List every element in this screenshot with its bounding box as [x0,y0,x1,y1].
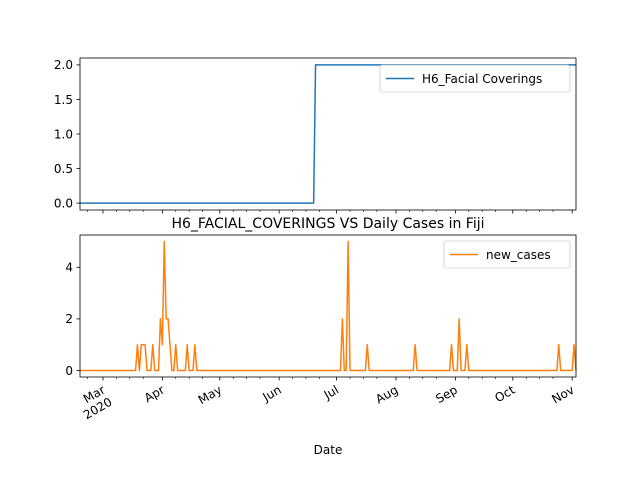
top-x-axis [87,210,573,214]
bottom-axes-frame [79,234,577,378]
bottom-chart-panel: H6_FACIAL_COVERINGS VS Daily Cases in Fi… [65,216,577,457]
x-tick-label: Jun [260,383,284,405]
x-tick-label: Aug [373,383,400,407]
bottom-y-axis: 0 2 4 [65,261,80,378]
y-tick-label: 1.5 [54,93,73,107]
top-legend: H6_Facial Coverings [379,64,571,93]
y-tick-label: 2.0 [54,58,73,72]
bottom-series-layer [80,240,577,372]
x-tick-label: Apr [142,383,167,406]
legend-box [379,64,571,93]
y-tick-label: 0.5 [54,162,73,176]
legend-label: new_cases [486,248,551,262]
y-tick-label: 0.0 [54,196,73,210]
x-tick-label: May [196,383,224,408]
top-y-axis: 0.0 0.5 1.0 1.5 2.0 [54,58,80,210]
x-tick-label: Jul [321,383,341,403]
y-tick-label: 4 [65,261,73,275]
series-line-new-cases [80,240,577,372]
top-chart-panel: 0.0 0.5 1.0 1.5 2.0 H6_Facial Coverings [54,57,577,214]
y-tick-label: 2 [65,312,73,326]
chart-title: H6_FACIAL_COVERINGS VS Daily Cases in Fi… [171,216,484,232]
legend-label: H6_Facial Coverings [422,72,542,86]
legend-box [443,240,571,269]
x-tick-label: Sep [433,383,460,406]
y-tick-label: 1.0 [54,127,73,141]
x-tick-label: Oct [492,383,517,406]
x-tick-label: Nov [549,383,576,407]
bottom-legend: new_cases [443,240,571,269]
x-axis-label: Date [314,443,343,457]
y-tick-label: 0 [65,364,73,378]
